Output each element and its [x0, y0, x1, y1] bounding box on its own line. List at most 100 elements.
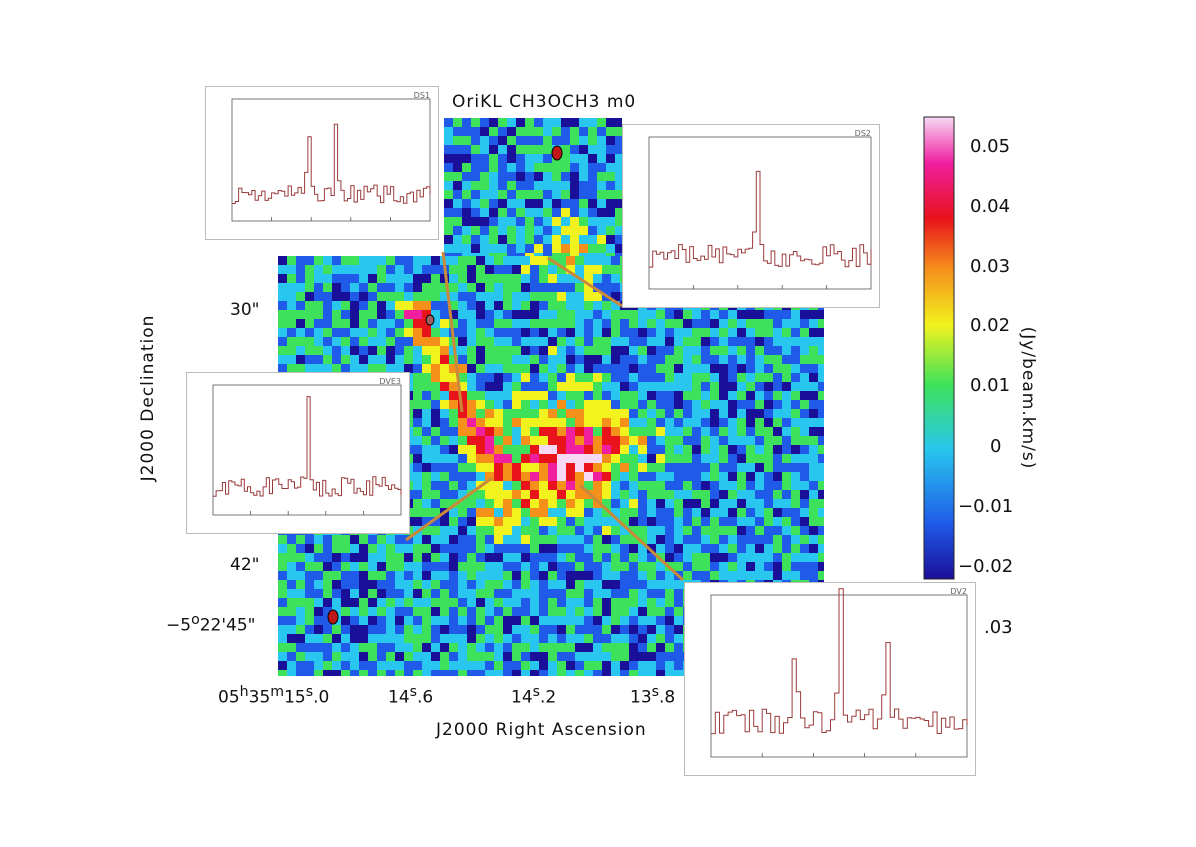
- heatmap-cell: [440, 634, 449, 643]
- heatmap-cell: [575, 337, 584, 346]
- heatmap-cell: [782, 391, 791, 400]
- heatmap-cell: [521, 445, 530, 454]
- heatmap-cell: [350, 652, 359, 661]
- heatmap-cell: [818, 472, 824, 481]
- heatmap-cell: [773, 355, 782, 364]
- heatmap-cell: [539, 400, 548, 409]
- heatmap-cell: [791, 427, 800, 436]
- heatmap-cell: [656, 373, 665, 382]
- heatmap-cell: [530, 382, 539, 391]
- heatmap-cell: [566, 661, 575, 670]
- heatmap-cell: [548, 508, 557, 517]
- heatmap-cell: [359, 544, 368, 553]
- heatmap-cell: [462, 127, 471, 136]
- heatmap-cell: [782, 499, 791, 508]
- heatmap-cell: [593, 607, 602, 616]
- heatmap-cell: [449, 463, 458, 472]
- heatmap-cell: [386, 607, 395, 616]
- heatmap-cell: [548, 436, 557, 445]
- heatmap-cell: [728, 346, 737, 355]
- heatmap-cell: [611, 616, 620, 625]
- heatmap-cell: [386, 571, 395, 580]
- heatmap-cell: [377, 670, 386, 676]
- heatmap-cell: [525, 226, 534, 235]
- heatmap-cell: [588, 244, 597, 253]
- heatmap-cell: [548, 373, 557, 382]
- heatmap-cell: [674, 652, 683, 661]
- heatmap-cell: [597, 217, 606, 226]
- heatmap-cell: [449, 472, 458, 481]
- heatmap-cell: [561, 235, 570, 244]
- heatmap-cell: [629, 418, 638, 427]
- heatmap-cell: [602, 364, 611, 373]
- spectrum-plot: [710, 588, 968, 758]
- heatmap-cell: [386, 562, 395, 571]
- heatmap-cell: [314, 643, 323, 652]
- heatmap-cell: [665, 589, 674, 598]
- heatmap-cell: [764, 436, 773, 445]
- heatmap-cell: [755, 463, 764, 472]
- heatmap-cell: [561, 199, 570, 208]
- heatmap-cell: [782, 445, 791, 454]
- heatmap-cell: [602, 499, 611, 508]
- heatmap-cell: [791, 454, 800, 463]
- heatmap-cell: [525, 244, 534, 253]
- heatmap-cell: [683, 535, 692, 544]
- heatmap-cell: [530, 346, 539, 355]
- heatmap-cell: [683, 526, 692, 535]
- heatmap-cell: [579, 235, 588, 244]
- heatmap-cell: [494, 319, 503, 328]
- heatmap-cell: [467, 256, 476, 265]
- heatmap-cell: [566, 373, 575, 382]
- heatmap-cell: [458, 625, 467, 634]
- heatmap-cell: [782, 400, 791, 409]
- heatmap-cell: [611, 400, 620, 409]
- heatmap-cell: [728, 355, 737, 364]
- heatmap-cell: [647, 328, 656, 337]
- heatmap-cell: [444, 190, 453, 199]
- heatmap-cell: [476, 661, 485, 670]
- heatmap-cell: [395, 355, 404, 364]
- heatmap-cell: [341, 553, 350, 562]
- heatmap-cell: [377, 256, 386, 265]
- heatmap-cell: [503, 598, 512, 607]
- heatmap-cell: [764, 328, 773, 337]
- heatmap-cell: [561, 127, 570, 136]
- heatmap-cell: [368, 328, 377, 337]
- heatmap-cell: [557, 472, 566, 481]
- heatmap-cell: [701, 382, 710, 391]
- heatmap-cell: [791, 571, 800, 580]
- heatmap-cell: [287, 670, 296, 676]
- heatmap-cell: [593, 490, 602, 499]
- heatmap-cell: [458, 454, 467, 463]
- heatmap-cell: [287, 553, 296, 562]
- heatmap-cell: [579, 199, 588, 208]
- heatmap-cell: [512, 292, 521, 301]
- heatmap-cell: [683, 382, 692, 391]
- heatmap-cell: [602, 472, 611, 481]
- heatmap-cell: [539, 274, 548, 283]
- heatmap-cell: [818, 373, 824, 382]
- heatmap-cell: [494, 517, 503, 526]
- heatmap-cell: [323, 535, 332, 544]
- heatmap-cell: [350, 355, 359, 364]
- heatmap-cell: [539, 670, 548, 676]
- heatmap-cell: [494, 364, 503, 373]
- heatmap-cell: [791, 445, 800, 454]
- heatmap-cell: [521, 409, 530, 418]
- heatmap-cell: [647, 634, 656, 643]
- heatmap-cell: [431, 463, 440, 472]
- heatmap-cell: [620, 607, 629, 616]
- heatmap-cell: [539, 346, 548, 355]
- heatmap-cell: [458, 661, 467, 670]
- heatmap-cell: [314, 310, 323, 319]
- heatmap-cell: [611, 553, 620, 562]
- heatmap-cell: [593, 346, 602, 355]
- heatmap-cell: [534, 190, 543, 199]
- heatmap-cell: [701, 526, 710, 535]
- heatmap-cell: [395, 292, 404, 301]
- heatmap-cell: [530, 607, 539, 616]
- heatmap-cell: [593, 454, 602, 463]
- heatmap-cell: [773, 310, 782, 319]
- heatmap-cell: [701, 481, 710, 490]
